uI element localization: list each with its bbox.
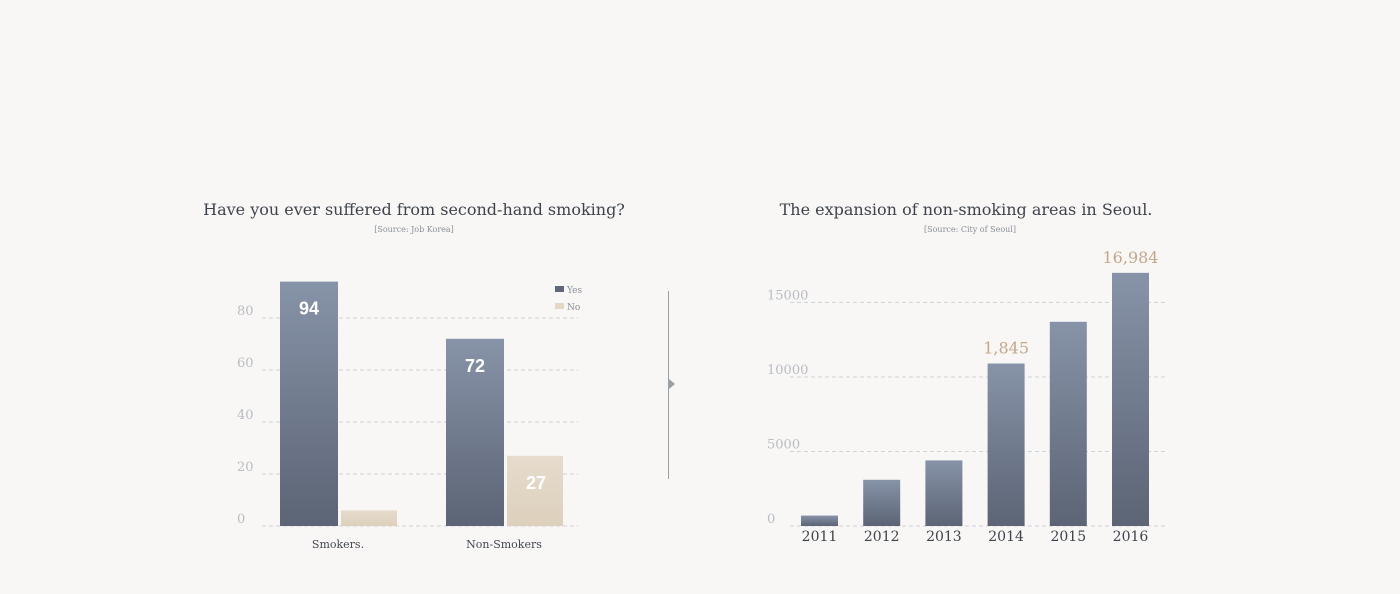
chart-source: [Source: Job Korea] [374,225,454,234]
bar [1049,321,1087,526]
bar [1112,272,1149,526]
y-tick-label: 0 [237,512,245,527]
y-tick-label: 20 [237,460,254,475]
x-tick-label: 2013 [926,529,962,545]
data-label: 94 [299,299,319,319]
y-tick-label: 0 [767,512,775,527]
legend-swatch-yes [555,286,564,292]
legend-label: Yes [566,286,582,296]
y-tick-label: 15000 [767,288,808,303]
x-tick-label: Smokers. [312,538,364,551]
bar-yes [446,338,504,526]
bar [801,515,838,526]
data-label: 27 [526,473,546,493]
divider-line [668,291,669,479]
data-label: 72 [465,356,485,376]
chart-source: [Source: City of Seoul] [924,225,1016,234]
x-tick-label: Non-Smokers [466,538,542,551]
chart-title: The expansion of non-smoking areas in Se… [779,200,1153,219]
x-tick-label: 2015 [1050,529,1086,545]
x-tick-label: 2011 [802,529,838,545]
chart-title: Have you ever suffered from second-hand … [203,200,625,219]
x-tick-label: 2016 [1113,529,1149,545]
bar [987,363,1025,526]
y-tick-label: 60 [237,356,254,371]
bar [925,460,963,526]
legend-swatch-no [555,303,564,309]
bar-no [341,510,397,526]
y-tick-label: 80 [237,304,254,319]
bar-yes [280,281,338,526]
y-tick-label: 40 [237,408,254,423]
bar-no [507,455,563,526]
arrow-right-icon [669,379,675,389]
bar [863,479,901,526]
x-tick-label: 2012 [864,529,900,545]
data-label: 1,845 [983,339,1029,358]
data-label: 16,984 [1103,248,1159,267]
y-tick-label: 5000 [767,437,800,452]
x-tick-label: 2014 [988,529,1024,545]
legend-label: No [567,303,580,313]
y-tick-label: 10000 [767,363,808,378]
